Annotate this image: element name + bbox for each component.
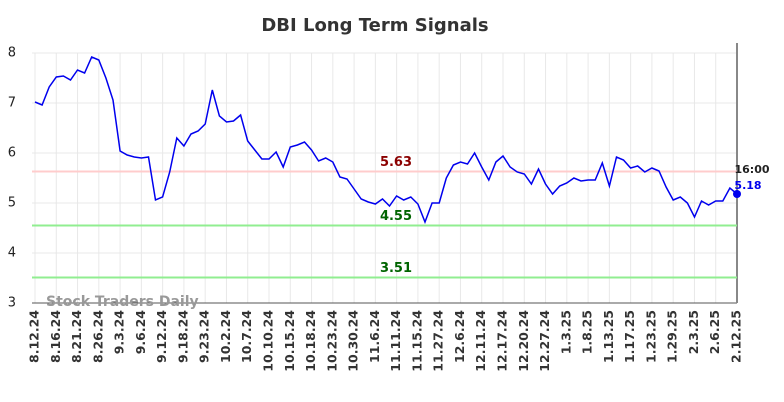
x-tick-label: 2.12.25 [729, 310, 744, 363]
price-line [34, 56, 738, 225]
level-label: 3.51 [380, 261, 412, 276]
x-tick-label: 9.18.24 [175, 310, 190, 363]
level-label: 5.63 [380, 155, 412, 170]
y-tick-label: 4 [8, 246, 16, 261]
x-tick-label: 2.6.25 [707, 310, 722, 354]
x-tick-label: 12.17.24 [495, 310, 510, 372]
x-tick-label: 12.20.24 [516, 310, 531, 372]
x-tick-label: 11.15.24 [409, 310, 424, 372]
x-tick-label: 11.27.24 [431, 310, 446, 372]
x-tick-label: 10.2.24 [218, 310, 233, 363]
x-tick-label: 12.11.24 [473, 310, 488, 372]
watermark: Stock Traders Daily [46, 294, 199, 310]
x-tick-label: 1.13.25 [601, 310, 616, 363]
x-tick-label: 8.12.24 [27, 310, 42, 363]
x-tick-label: 10.30.24 [346, 310, 361, 372]
level-label: 4.55 [380, 209, 412, 224]
x-tick-label: 10.7.24 [239, 310, 254, 363]
x-tick-label: 11.11.24 [388, 310, 403, 372]
x-tick-label: 1.29.25 [665, 310, 680, 363]
x-tick-label: 9.23.24 [197, 310, 212, 363]
x-tick-label: 8.21.24 [69, 310, 84, 363]
x-tick-label: 1.17.25 [622, 310, 637, 363]
y-tick-label: 6 [8, 146, 16, 161]
last-point [733, 190, 741, 198]
x-tick-label: 10.15.24 [282, 310, 297, 372]
x-tick-label: 12.6.24 [452, 310, 467, 363]
x-tick-label: 11.6.24 [367, 310, 382, 363]
x-tick-label: 10.23.24 [324, 310, 339, 372]
y-tick-label: 8 [8, 46, 16, 61]
y-tick-label: 7 [8, 96, 16, 111]
x-tick-label: 10.10.24 [261, 310, 276, 372]
y-tick-label: 3 [8, 296, 16, 311]
x-tick-label: 10.18.24 [303, 310, 318, 372]
last-time: 16:00 [734, 163, 769, 176]
x-tick-label: 9.6.24 [133, 310, 148, 355]
last-value: 5.18 [734, 179, 761, 192]
x-tick-label: 9.3.24 [112, 310, 127, 355]
x-tick-label: 1.8.25 [580, 310, 595, 354]
chart-title: DBI Long Term Signals [261, 15, 488, 36]
x-tick-label: 1.23.25 [643, 310, 658, 363]
x-tick-label: 8.26.24 [90, 310, 105, 363]
x-tick-label: 9.12.24 [154, 310, 169, 363]
x-tick-label: 1.3.25 [558, 310, 573, 354]
x-tick-label: 2.3.25 [686, 310, 701, 354]
x-tick-label: 12.27.24 [537, 310, 552, 372]
x-tick-label: 8.16.24 [48, 310, 63, 363]
y-tick-label: 5 [8, 196, 16, 211]
